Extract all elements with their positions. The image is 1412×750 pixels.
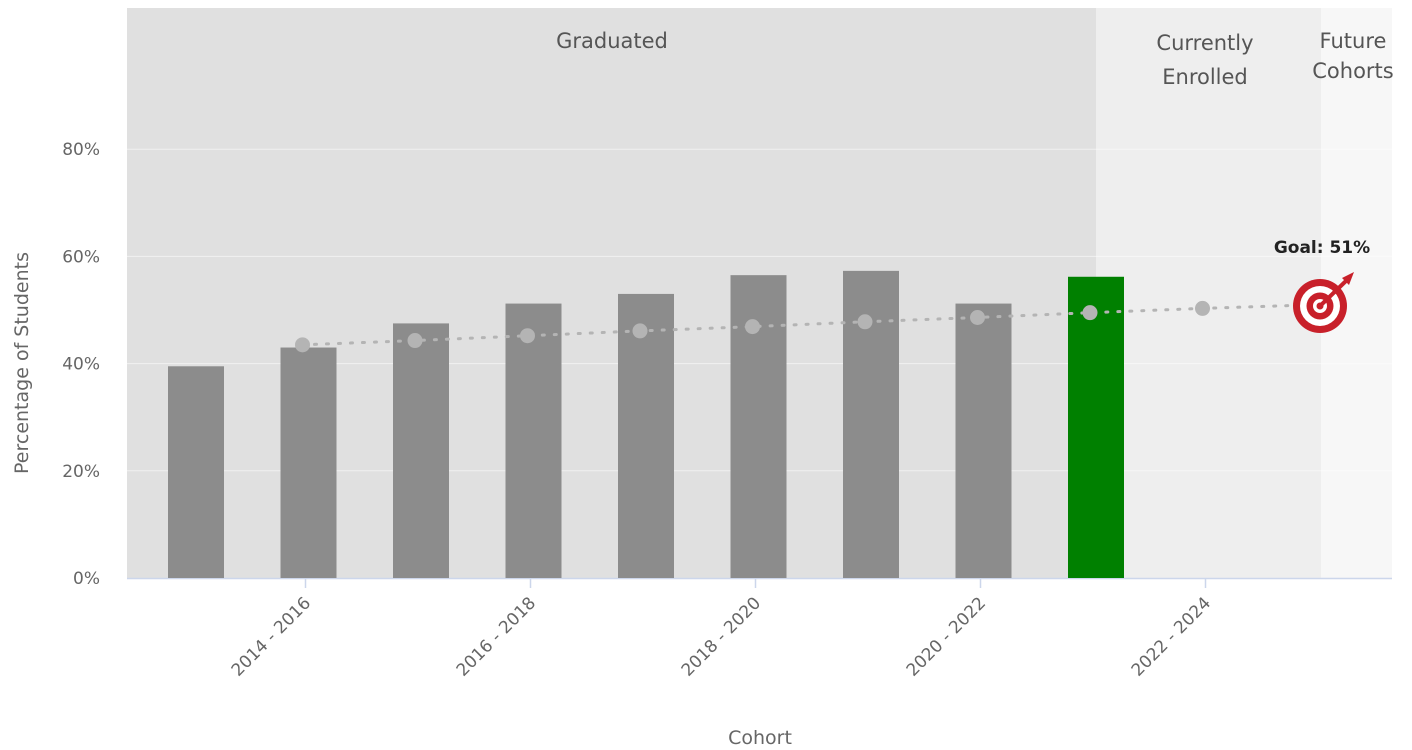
trend-line — [301, 303, 1320, 347]
x-axis-title: Cohort — [728, 727, 792, 749]
y-tick-label: 0% — [73, 569, 100, 589]
trend-point[interactable] — [407, 333, 423, 349]
y-tick-label: 40% — [62, 355, 100, 375]
x-tick-label: 2016 - 2018 — [453, 593, 540, 680]
target-icon — [1293, 272, 1354, 333]
bar[interactable] — [955, 303, 1012, 578]
y-tick-label: 80% — [62, 140, 100, 160]
x-tick-label: 2020 - 2022 — [903, 593, 990, 680]
bar[interactable] — [393, 323, 449, 578]
band-label-future-cohorts: Cohorts — [1312, 59, 1393, 83]
trend-point[interactable] — [1082, 305, 1098, 321]
trend-point[interactable] — [745, 319, 760, 335]
x-tick-label: 2014 - 2016 — [228, 593, 315, 680]
trend-point[interactable] — [1195, 300, 1210, 316]
bar[interactable] — [168, 366, 224, 578]
bar[interactable] — [280, 347, 337, 578]
y-axis-title: Percentage of Students — [11, 252, 33, 474]
band-label-graduated: Graduated — [556, 29, 668, 53]
band-graduated — [127, 8, 1096, 578]
trend-point[interactable] — [295, 337, 310, 353]
x-tick-label: 2022 - 2024 — [1128, 593, 1215, 680]
band-label-future-cohorts: Future — [1320, 29, 1387, 53]
band-label-currently-enrolled: Enrolled — [1162, 65, 1248, 89]
trend-point[interactable] — [632, 323, 648, 339]
band-label-currently-enrolled: Currently — [1156, 31, 1253, 55]
goal-label: Goal: 51% — [1274, 238, 1370, 258]
bar[interactable] — [730, 275, 787, 578]
bar[interactable] — [505, 303, 562, 578]
bar[interactable] — [1068, 276, 1124, 578]
x-tick-label: 2018 - 2020 — [678, 593, 765, 680]
bar[interactable] — [618, 293, 674, 578]
trend-point[interactable] — [520, 328, 535, 344]
band-currently-enrolled — [1096, 8, 1321, 578]
y-tick-label: 20% — [62, 462, 100, 482]
y-tick-label: 60% — [62, 247, 100, 267]
bar[interactable] — [843, 270, 899, 578]
trend-point[interactable] — [857, 314, 873, 330]
trend-point[interactable] — [970, 310, 985, 326]
